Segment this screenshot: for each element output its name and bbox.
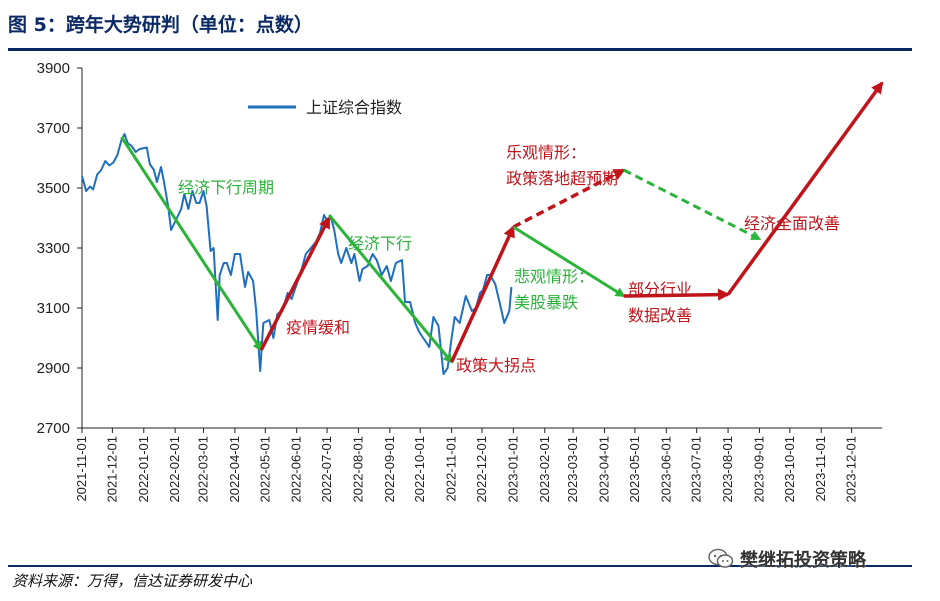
annotation-arrow-7	[623, 168, 762, 241]
x-tick-label: 2023-06-01	[658, 436, 673, 503]
x-tick-label: 2022-09-01	[382, 436, 397, 503]
annotation-label2-6: 数据改善	[628, 306, 692, 325]
x-tick-label: 2022-07-01	[319, 436, 334, 503]
annotation-label-5: 悲观情形：	[514, 267, 594, 286]
y-tick-label: 3900	[37, 60, 70, 77]
y-tick-label: 3700	[37, 120, 70, 137]
chart-title: 图 5：跨年大势研判（单位：点数）	[8, 14, 313, 36]
title-rule	[8, 48, 912, 51]
y-tick-label: 3500	[37, 180, 70, 197]
chart-legend: 上证综合指数	[248, 98, 402, 117]
annotation-label-0: 经济下行周期	[178, 178, 274, 197]
x-tick-label: 2023-11-01	[813, 436, 828, 502]
footer-rule	[8, 565, 912, 567]
series-line-0	[81, 133, 513, 375]
x-tick-label: 2022-11-01	[444, 436, 459, 502]
annotation-label-1: 疫情缓和	[286, 318, 350, 337]
annotation-label-4: 乐观情形：	[506, 143, 586, 162]
annotation-arrow-2	[327, 214, 453, 364]
annotation-label2-5: 美股暴跌	[514, 293, 578, 312]
x-tick-label: 2023-01-01	[505, 436, 520, 503]
x-tick-label: 2023-07-01	[689, 436, 704, 503]
x-tick-label: 2021-12-01	[104, 436, 119, 503]
annotation-arrow-6	[623, 288, 731, 301]
annotation-label-2: 经济下行	[348, 234, 412, 253]
annotation-label-3: 政策大拐点	[456, 356, 536, 375]
x-tick-label: 2023-02-01	[537, 436, 552, 503]
x-tick-label: 2023-04-01	[597, 436, 612, 503]
x-tick-label: 2022-05-01	[257, 436, 272, 503]
x-tick-label: 2023-10-01	[782, 436, 797, 503]
annotation-arrow-5	[512, 225, 626, 298]
x-tick-label: 2022-08-01	[350, 436, 365, 503]
annotation-label2-4: 政策落地超预期	[506, 169, 618, 188]
annotation-arrow-3	[450, 225, 515, 363]
y-tick-label: 3100	[37, 300, 70, 317]
x-tick-label: 2022-04-01	[227, 436, 242, 503]
y-tick-label: 2900	[37, 360, 70, 377]
watermark: 樊继拓投资策略	[708, 546, 866, 572]
chart-axes: 2700 2900 3100 3300 3500 3700 3900 2021-11-01 20…	[37, 60, 882, 503]
legend-label: 上证综合指数	[306, 98, 402, 117]
x-tick-label: 2021-11-01	[74, 436, 89, 502]
y-tick-label: 2700	[37, 420, 70, 437]
wechat-icon	[708, 548, 734, 568]
x-tick-label: 2022-06-01	[289, 436, 304, 503]
x-tick-label: 2023-05-01	[627, 436, 642, 503]
annotation-arrow-1	[259, 216, 331, 351]
chart-series	[81, 133, 513, 375]
x-tick-label: 2023-03-01	[565, 436, 580, 503]
x-tick-label: 2022-01-01	[136, 436, 151, 503]
x-tick-label: 2022-12-01	[474, 436, 489, 503]
y-tick-label: 3300	[37, 240, 70, 257]
watermark-text: 樊继拓投资策略	[740, 550, 866, 571]
annotation-arrow-4	[512, 168, 626, 229]
annotation-arrow-8	[726, 81, 884, 296]
x-tick-label: 2022-10-01	[412, 436, 427, 503]
annotation-arrow-0	[120, 136, 263, 352]
annotation-label-8: 经济全面改善	[744, 214, 840, 233]
x-tick-label: 2023-12-01	[844, 436, 859, 503]
x-tick-label: 2022-03-01	[196, 436, 211, 503]
x-tick-label: 2023-08-01	[720, 436, 735, 503]
x-tick-label: 2023-09-01	[751, 436, 766, 503]
source-note: 资料来源：万得，信达证券研发中心	[12, 572, 253, 590]
x-tick-label: 2022-02-01	[167, 436, 182, 503]
annotation-label-6: 部分行业	[628, 280, 692, 299]
